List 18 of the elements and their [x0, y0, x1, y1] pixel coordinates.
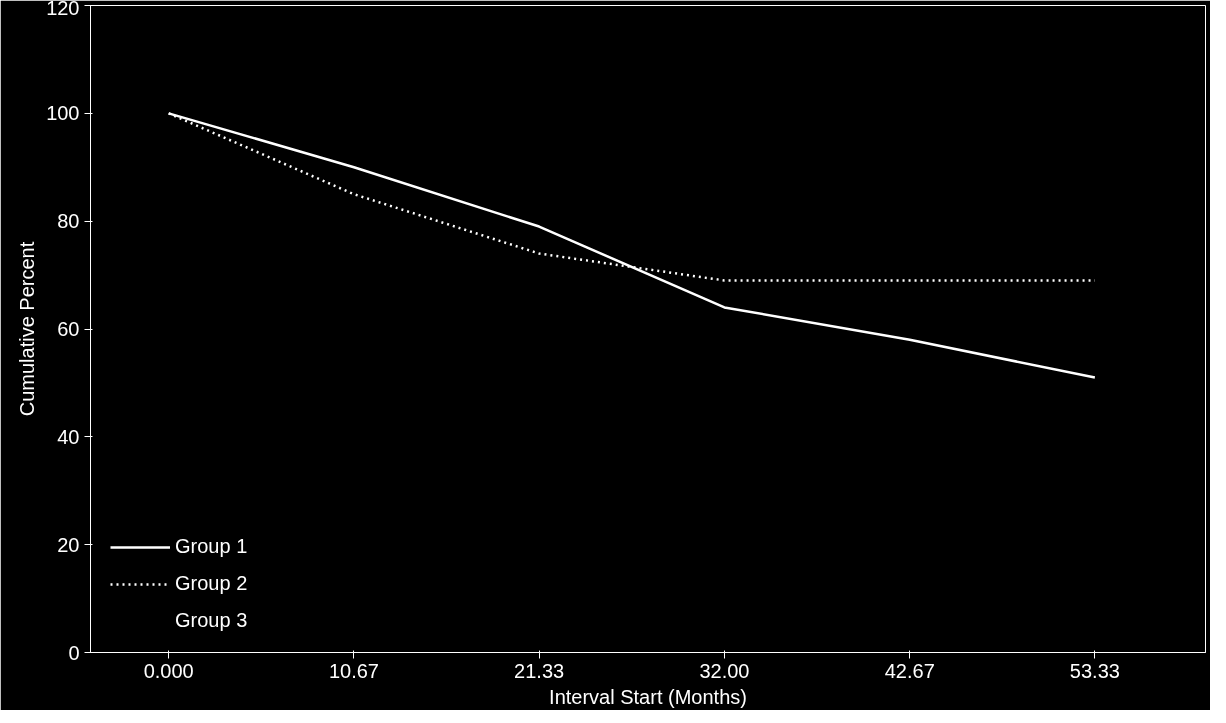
y-tick-label: 40: [57, 425, 80, 448]
x-tick-label: 21.33: [514, 659, 565, 682]
x-tick-label: 0.000: [143, 659, 194, 682]
y-tick-label: 120: [46, 0, 80, 19]
text: Group 3: [175, 609, 248, 632]
y-tick-label: 60: [57, 318, 80, 340]
y-axis-title: Cumulative Percent: [16, 241, 39, 417]
x-tick-label: 10.67: [328, 659, 379, 682]
x-axis-title: Interval Start (Months): [549, 685, 747, 708]
y-tick-label: 0: [68, 641, 80, 664]
x-tick-label: 42.67: [884, 659, 935, 682]
legend-label: Group 1: [175, 535, 248, 558]
y-tick-label: 80: [57, 210, 80, 233]
y-tick-label: 20: [57, 533, 80, 556]
legend-label: Group 2: [175, 572, 248, 595]
x-tick-label: 32.00: [699, 659, 750, 682]
x-tick-label: 53.33: [1069, 659, 1120, 682]
y-tick-label: 100: [46, 102, 80, 125]
